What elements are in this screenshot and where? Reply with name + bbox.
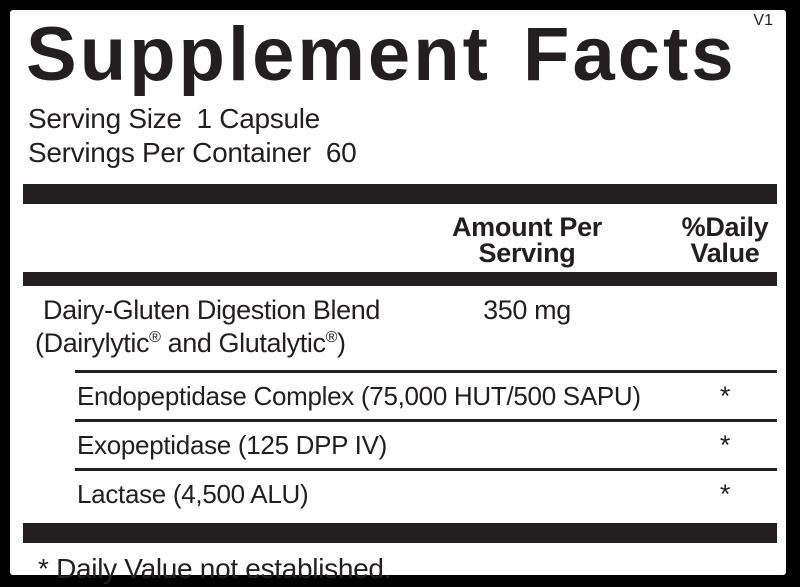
- blend-detail-part3: ): [336, 328, 346, 358]
- daily-value-asterisk: *: [719, 430, 731, 460]
- column-header-row: Amount Per Serving %Daily Value: [10, 212, 786, 268]
- registered-mark-icon: ®: [325, 329, 338, 346]
- ingredient-label: Exopeptidase (125 DPP IV): [77, 430, 387, 460]
- version-label: V1: [753, 12, 773, 29]
- serving-size-text: Serving Size 1 Capsule: [28, 103, 320, 134]
- ingredient-label: Endopeptidase Complex (75,000 HUT/500 SA…: [77, 381, 641, 411]
- page-title: Supplement Facts: [26, 12, 737, 97]
- row-divider: [75, 468, 777, 471]
- ingredient-label: Lactase (4,500 ALU): [77, 479, 309, 509]
- table-row-exopeptidase: Exopeptidase (125 DPP IV) *: [10, 422, 786, 468]
- table-row-endopeptidase: Endopeptidase Complex (75,000 HUT/500 SA…: [10, 373, 786, 419]
- blend-detail-part1: (Dairylytic: [35, 328, 150, 358]
- thick-divider-header: [23, 272, 777, 286]
- daily-value-footnote: * Daily Value not established.: [38, 553, 392, 584]
- blend-amount: 350 mg: [483, 295, 571, 325]
- row-divider: [75, 370, 777, 373]
- daily-header-line1: %Daily: [681, 212, 769, 242]
- blend-trademark-line: (Dairylytic® and Glutalytic®): [10, 326, 786, 370]
- blend-name: Dairy-Gluten Digestion Blend: [43, 295, 380, 325]
- amount-header-line2: Serving: [478, 238, 576, 268]
- amount-per-serving-header: Amount Per Serving: [447, 212, 607, 268]
- table-row-lactase: Lactase (4,500 ALU) *: [10, 471, 786, 517]
- thick-divider-bottom: [23, 523, 777, 543]
- row-divider: [75, 419, 777, 422]
- thick-divider-top: [23, 184, 777, 204]
- blend-row: Dairy-Gluten Digestion Blend 350 mg: [10, 286, 786, 326]
- daily-header-line2: Value: [690, 238, 760, 268]
- daily-value-asterisk: *: [719, 479, 731, 509]
- blend-detail-part2: and Glutalytic: [160, 328, 326, 358]
- amount-header-line1: Amount Per: [451, 212, 602, 242]
- daily-value-asterisk: *: [719, 381, 731, 411]
- daily-value-header: %Daily Value: [670, 212, 780, 268]
- supplement-facts-panel: V1 Supplement Facts Serving Size 1 Capsu…: [10, 10, 786, 584]
- servings-per-container-text: Servings Per Container 60: [28, 137, 357, 168]
- serving-info: Serving Size 1 Capsule Servings Per Cont…: [28, 102, 786, 170]
- registered-mark-icon: ®: [149, 329, 161, 346]
